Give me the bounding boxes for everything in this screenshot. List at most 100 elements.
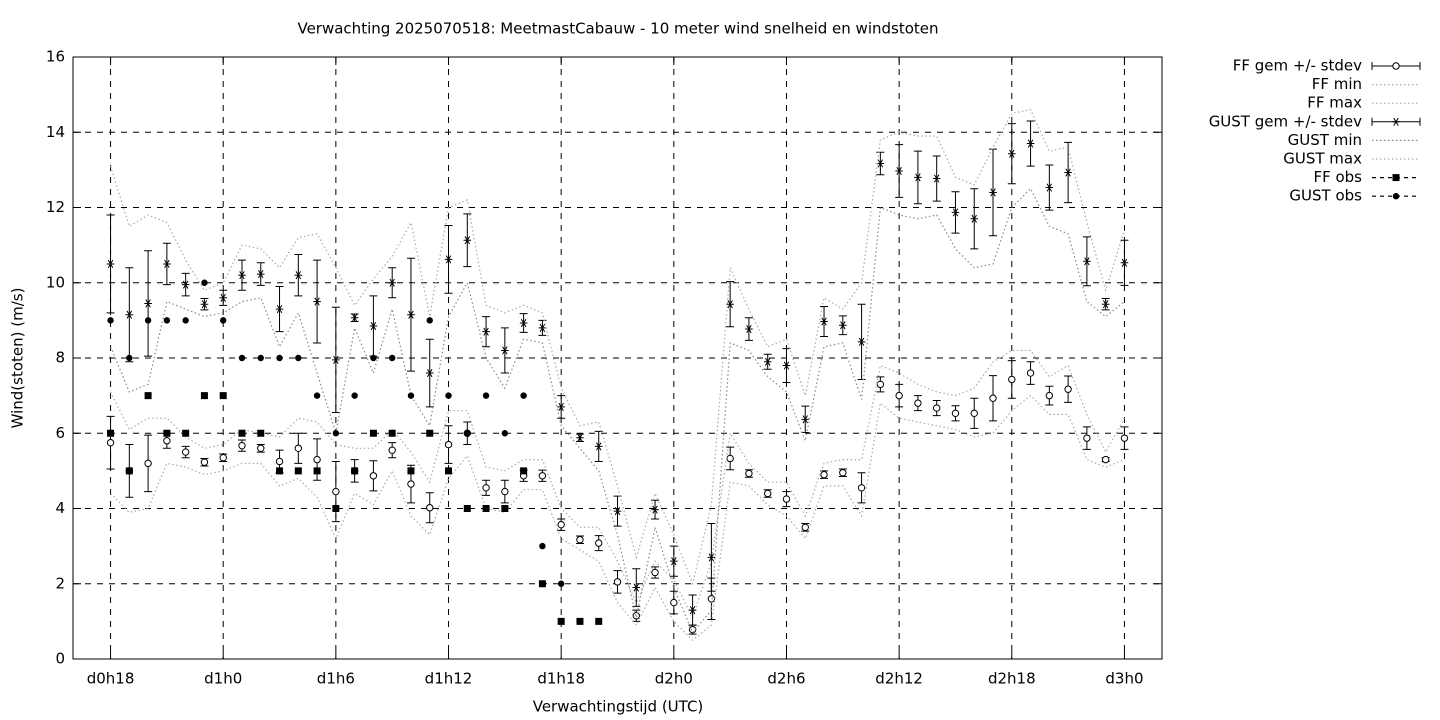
marker xyxy=(163,259,171,268)
marker xyxy=(464,430,471,437)
marker xyxy=(275,457,284,466)
marker xyxy=(594,442,603,451)
marker xyxy=(501,487,509,496)
marker xyxy=(238,271,246,280)
marker xyxy=(482,484,490,492)
marker xyxy=(276,467,284,475)
marker xyxy=(857,484,866,492)
marker xyxy=(313,467,321,475)
marker xyxy=(726,300,734,309)
marker xyxy=(181,448,190,456)
marker xyxy=(632,583,641,592)
legend-marker xyxy=(1392,117,1400,126)
marker xyxy=(332,487,340,496)
marker xyxy=(445,392,452,399)
marker xyxy=(107,429,115,437)
marker xyxy=(895,166,903,176)
marker xyxy=(519,318,528,328)
marker xyxy=(370,354,377,362)
marker xyxy=(294,467,302,475)
marker xyxy=(651,505,659,514)
marker xyxy=(782,495,791,503)
marker xyxy=(426,504,434,512)
marker xyxy=(388,446,396,454)
marker xyxy=(295,354,302,362)
marker xyxy=(445,467,453,475)
marker xyxy=(951,409,960,418)
x-tick-label: d1h6 xyxy=(317,670,355,688)
marker xyxy=(914,173,922,182)
marker xyxy=(463,236,472,245)
marker xyxy=(989,188,997,197)
marker xyxy=(538,580,546,588)
marker xyxy=(557,520,565,529)
x-tick-label: d2h18 xyxy=(988,670,1036,688)
marker xyxy=(332,355,340,364)
line xyxy=(110,394,1125,642)
y-tick-label: 16 xyxy=(46,48,65,66)
marker xyxy=(557,402,565,411)
marker xyxy=(651,568,659,577)
marker xyxy=(144,317,152,324)
y-tick-label: 2 xyxy=(55,574,65,592)
marker xyxy=(557,617,565,625)
marker xyxy=(670,598,678,607)
marker xyxy=(369,429,377,437)
marker xyxy=(444,440,453,449)
marker xyxy=(426,317,433,324)
marker xyxy=(313,297,321,306)
marker xyxy=(369,321,378,331)
marker xyxy=(745,324,753,334)
marker xyxy=(501,346,509,355)
marker xyxy=(388,429,396,437)
marker xyxy=(407,392,415,399)
marker xyxy=(220,317,227,324)
x-tick-label: d1h18 xyxy=(537,670,585,688)
marker xyxy=(257,429,265,437)
marker xyxy=(857,337,866,346)
marker xyxy=(613,578,622,586)
marker xyxy=(820,470,828,479)
marker xyxy=(313,455,321,464)
marker xyxy=(1026,139,1035,148)
marker xyxy=(501,505,509,512)
marker xyxy=(763,357,772,366)
marker xyxy=(576,536,584,544)
marker xyxy=(125,310,134,319)
marker xyxy=(125,467,133,475)
marker xyxy=(200,392,208,400)
marker xyxy=(238,354,246,362)
marker xyxy=(294,444,303,452)
line xyxy=(110,109,1125,586)
marker xyxy=(144,392,152,400)
marker xyxy=(745,469,753,478)
marker xyxy=(351,467,359,475)
marker xyxy=(595,539,603,547)
y-tick-label: 10 xyxy=(46,273,65,291)
y-tick-label: 12 xyxy=(46,198,65,216)
legend-label: FF gem +/- stdev xyxy=(1233,57,1362,75)
line xyxy=(110,349,1125,620)
marker xyxy=(181,280,190,289)
marker xyxy=(576,433,584,442)
marker xyxy=(144,459,152,468)
x-tick-label: d2h12 xyxy=(875,670,923,688)
marker xyxy=(839,321,847,330)
marker xyxy=(989,394,997,402)
marker xyxy=(951,208,960,217)
marker xyxy=(351,392,358,399)
marker xyxy=(764,489,772,498)
marker xyxy=(1045,391,1054,400)
x-axis-label: Verwachtingstijd (UTC) xyxy=(533,698,704,716)
marker xyxy=(970,409,978,418)
marker xyxy=(426,429,434,437)
marker xyxy=(294,271,303,280)
y-tick-label: 6 xyxy=(55,424,65,442)
marker xyxy=(463,505,471,512)
legend-marker xyxy=(1392,62,1400,70)
x-tick-label: d2h6 xyxy=(767,670,805,688)
legend-label: GUST min xyxy=(1288,131,1362,149)
legend-label: GUST obs xyxy=(1289,187,1362,205)
marker xyxy=(932,174,941,183)
marker xyxy=(257,354,264,362)
